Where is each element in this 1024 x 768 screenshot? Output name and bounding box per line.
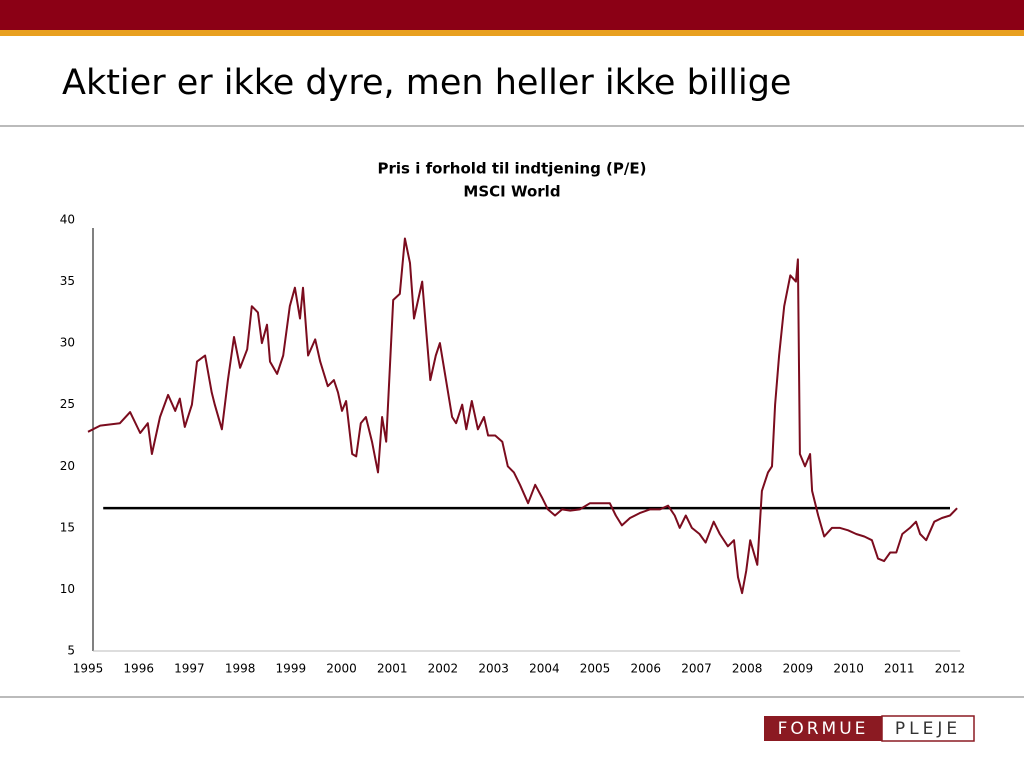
x-tick-label: 2007 xyxy=(681,662,712,676)
logo-left xyxy=(764,716,882,741)
y-tick-label: 15 xyxy=(60,520,75,534)
x-tick-label: 1998 xyxy=(225,662,256,676)
x-tick-label: 1996 xyxy=(123,662,154,676)
x-tick-label: 2003 xyxy=(478,662,509,676)
x-tick-label: 2004 xyxy=(529,662,560,676)
y-tick-label: 40 xyxy=(60,213,75,227)
series-line xyxy=(87,237,958,595)
x-tick-label: 2011 xyxy=(884,662,915,676)
y-tick-label: 10 xyxy=(60,582,75,596)
x-tick-label: 2005 xyxy=(580,662,611,676)
x-tick-label: 2001 xyxy=(377,662,408,676)
top-stripe xyxy=(0,30,1024,36)
x-tick-label: 2006 xyxy=(630,662,661,676)
x-tick-label: 2008 xyxy=(732,662,763,676)
x-tick-label: 2009 xyxy=(783,662,814,676)
x-tick-label: 2000 xyxy=(326,662,357,676)
slide-title: Aktier er ikke dyre, men heller ikke bil… xyxy=(62,63,791,103)
x-tick-label: 2002 xyxy=(428,662,459,676)
top-bar xyxy=(0,0,1024,30)
plot: 5 10 15 20 25 30 35 40 1995 1996 1997 1998 1999 2000 2… xyxy=(60,213,966,676)
x-tick-label: 1995 xyxy=(73,662,104,676)
logo-text: PLEJE xyxy=(895,719,961,739)
x-tick-label: 1999 xyxy=(276,662,307,676)
chart-title: Pris i forhold til indtjening (P/E) xyxy=(378,160,647,178)
y-tick-label: 35 xyxy=(60,274,75,288)
y-tick-label: 25 xyxy=(60,397,75,411)
x-tick-label: 2010 xyxy=(833,662,864,676)
y-tick-label: 30 xyxy=(60,336,75,350)
y-tick-label: 5 xyxy=(67,644,75,658)
x-tick-label: 2012 xyxy=(935,662,966,676)
y-tick-label: 20 xyxy=(60,459,75,473)
chart-subtitle: MSCI World xyxy=(463,183,560,201)
x-tick-label: 1997 xyxy=(174,662,205,676)
logo-text: FORMUE xyxy=(778,719,869,739)
logo-right xyxy=(881,715,975,742)
